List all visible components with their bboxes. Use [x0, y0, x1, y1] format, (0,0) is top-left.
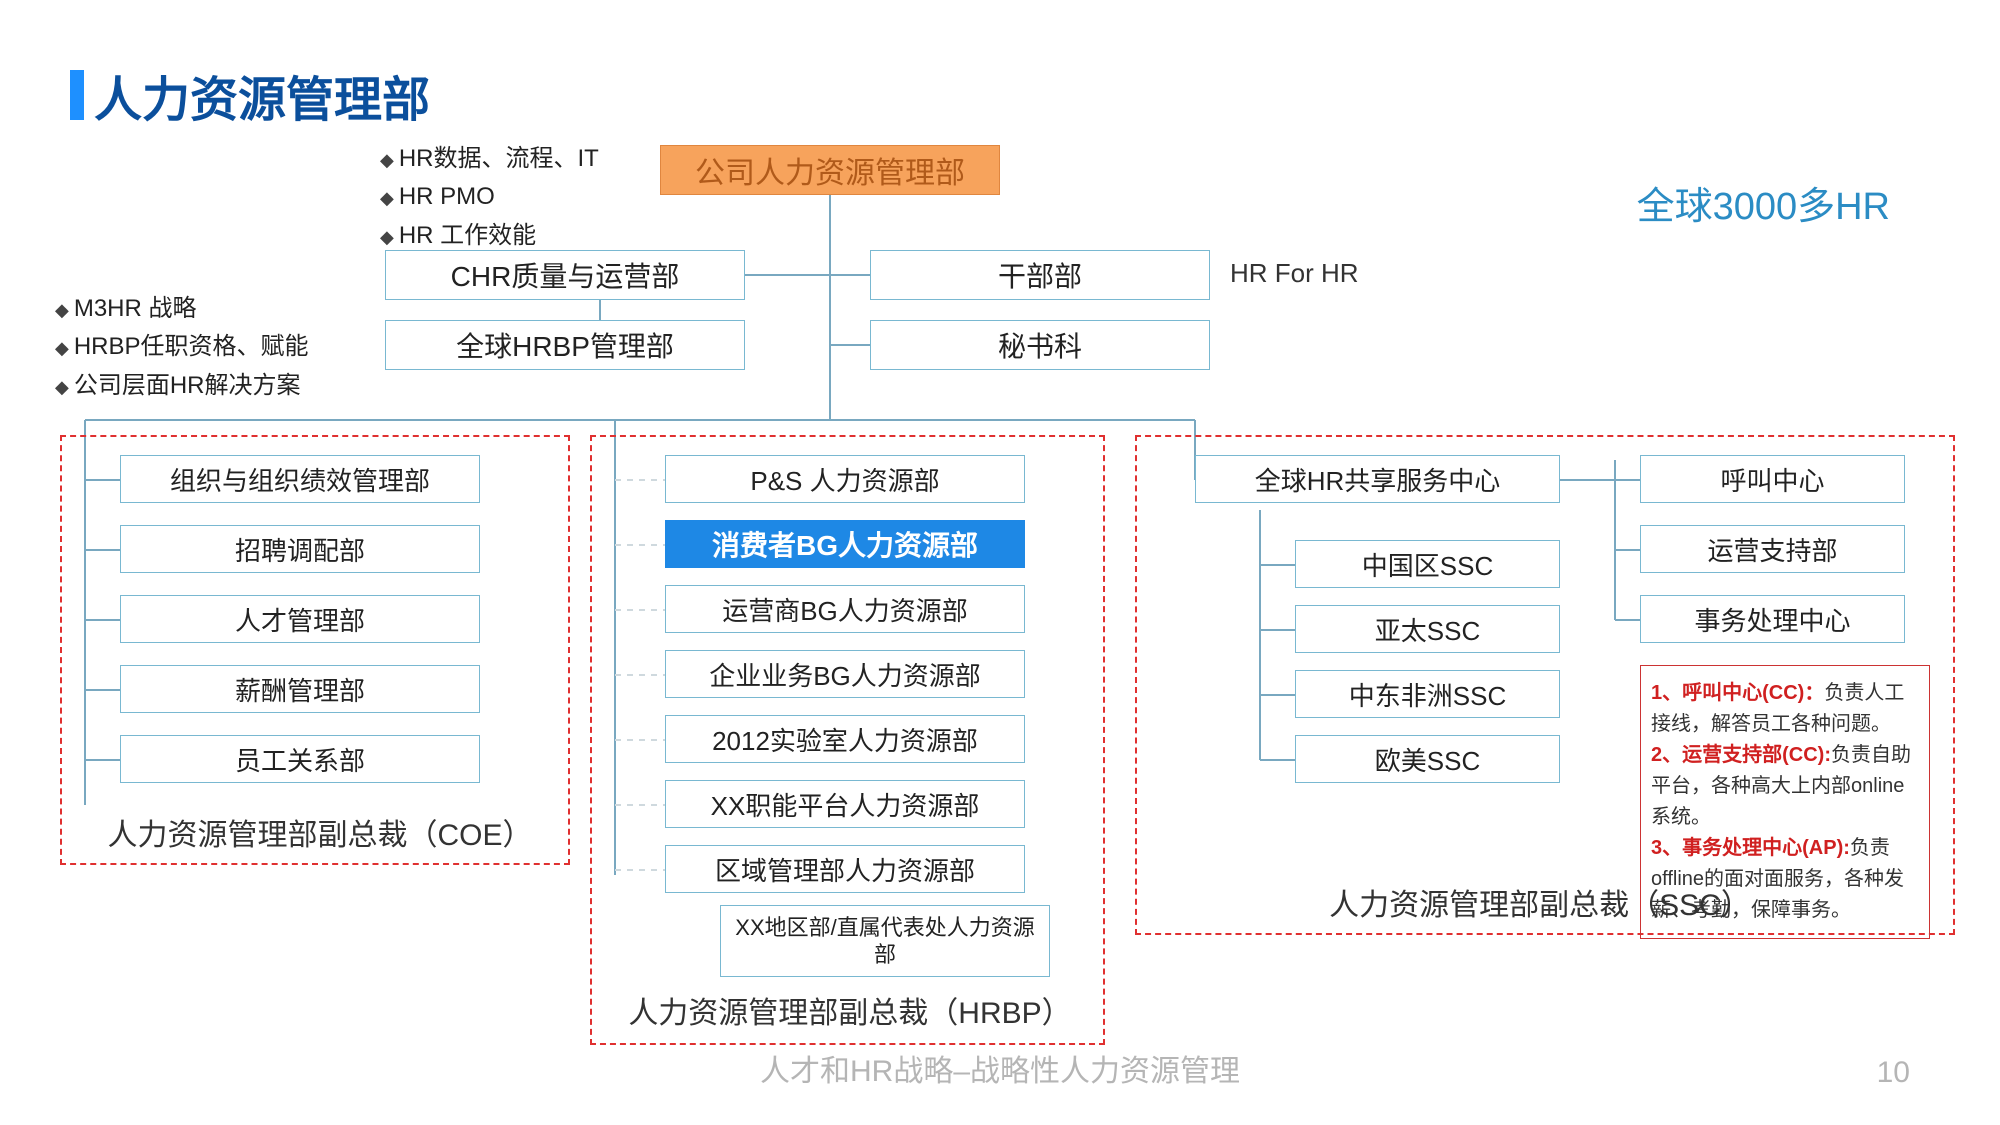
chr-box: CHR质量与运营部	[385, 250, 745, 300]
ganbu-box: 干部部	[870, 250, 1210, 300]
hr-for-hr-label: HR For HR	[1230, 258, 1359, 289]
ssc-item-1: 亚太SSC	[1295, 605, 1560, 653]
ssc-head: 全球HR共享服务中心	[1195, 455, 1560, 503]
ssc-right-1: 运营支持部	[1640, 525, 1905, 573]
title-accent-bar	[70, 70, 84, 120]
ssc-note-1: 2、运营支持部(CC):负责自助平台，各种高大上内部online系统。	[1651, 740, 1919, 833]
hrbp-item-2: 运营商BG人力资源部	[665, 585, 1025, 633]
ssc-note-0: 1、呼叫中心(CC)：负责人工接线，解答员工各种问题。	[1651, 678, 1919, 740]
ssc-right-2: 事务处理中心	[1640, 595, 1905, 643]
left-bullet-2: 公司层面HR解决方案	[55, 367, 309, 405]
top-bullet-1: HR PMO	[380, 178, 599, 216]
page-title-row: 人力资源管理部	[70, 60, 430, 130]
mishu-box: 秘书科	[870, 320, 1210, 370]
hrbp-item-6: 区域管理部人力资源部	[665, 845, 1025, 893]
coe-item-4: 员工关系部	[120, 735, 480, 783]
root-box: 公司人力资源管理部	[660, 145, 1000, 195]
global-hr-count: 全球3000多HR	[1637, 175, 1890, 230]
coe-item-3: 薪酬管理部	[120, 665, 480, 713]
coe-item-0: 组织与组织绩效管理部	[120, 455, 480, 503]
coe-caption: 人力资源管理部副总裁（COE）	[85, 810, 555, 854]
ssc-item-0: 中国区SSC	[1295, 540, 1560, 588]
hrbp-item-3: 企业业务BG人力资源部	[665, 650, 1025, 698]
hrbp-tail: XX地区部/直属代表处人力资源部	[720, 905, 1050, 977]
hrbp-item-1: 消费者BG人力资源部	[665, 520, 1025, 568]
top-bullet-0: HR数据、流程、IT	[380, 140, 599, 178]
ssc-caption: 人力资源管理部副总裁（SSC）	[1220, 880, 1860, 924]
ssc-item-2: 中东非洲SSC	[1295, 670, 1560, 718]
footer-title: 人才和HR战略–战略性人力资源管理	[0, 1046, 2000, 1090]
hrbp-item-5: XX职能平台人力资源部	[665, 780, 1025, 828]
hrbp-mg-box: 全球HRBP管理部	[385, 320, 745, 370]
hrbp-item-0: P&S 人力资源部	[665, 455, 1025, 503]
left-bullet-0: M3HR 战略	[55, 290, 309, 328]
top-bullets: HR数据、流程、IT HR PMO HR 工作效能	[380, 140, 599, 255]
left-bullet-1: HRBP任职资格、赋能	[55, 328, 309, 366]
hrbp-caption: 人力资源管理部副总裁（HRBP）	[605, 988, 1095, 1032]
hrbp-item-4: 2012实验室人力资源部	[665, 715, 1025, 763]
page-number: 10	[1877, 1056, 1910, 1090]
page-title: 人力资源管理部	[94, 60, 430, 130]
ssc-item-3: 欧美SSC	[1295, 735, 1560, 783]
ssc-right-0: 呼叫中心	[1640, 455, 1905, 503]
left-bullets: M3HR 战略 HRBP任职资格、赋能 公司层面HR解决方案	[55, 290, 309, 405]
coe-item-2: 人才管理部	[120, 595, 480, 643]
coe-item-1: 招聘调配部	[120, 525, 480, 573]
